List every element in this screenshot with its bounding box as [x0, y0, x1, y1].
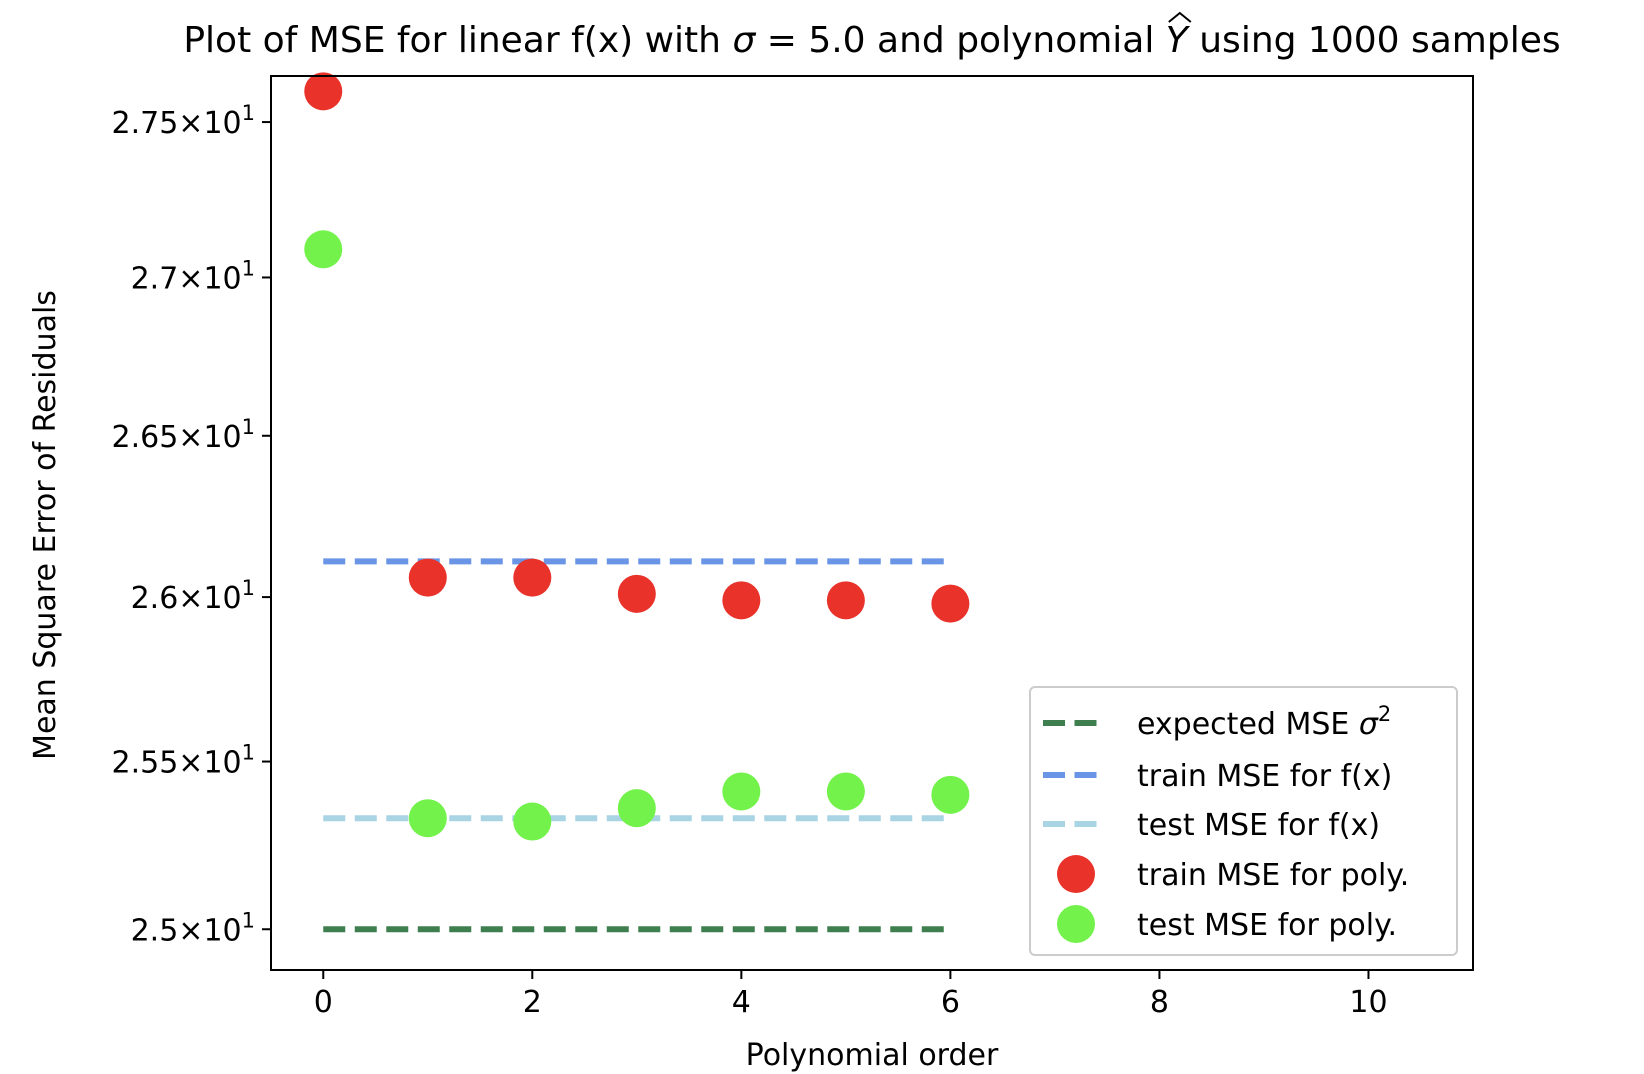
- axes: 0 2 4 6 8 10 2.5×101 2.55×101 2.6×101 2.65×101 2.7…: [112, 101, 1388, 1020]
- data-point: [931, 584, 970, 623]
- x-tick-label: 8: [1150, 985, 1169, 1020]
- y-tick-label: 2.7×101: [131, 256, 255, 296]
- y-hat-symbol: Y: [1166, 20, 1191, 61]
- data-point: [617, 574, 656, 613]
- legend-entry: test MSE for f(x): [1137, 808, 1380, 843]
- x-tick-label: 10: [1349, 985, 1387, 1020]
- y-tick-label: 2.55×101: [112, 741, 256, 781]
- legend-entry: expected MSE σ2: [1137, 702, 1391, 742]
- y-tick-label: 2.5×101: [131, 908, 255, 948]
- legend-entry: test MSE for poly.: [1137, 908, 1397, 943]
- data-point: [408, 558, 447, 597]
- data-point: [826, 581, 865, 620]
- legend: expected MSE σ2 train MSE for f(x) test MS…: [1029, 686, 1458, 956]
- plot-frame: [270, 75, 1474, 971]
- y-tick-label: 2.65×101: [112, 415, 256, 455]
- x-tick-label: 0: [314, 985, 333, 1020]
- data-point: [408, 799, 447, 838]
- x-tick-label: 2: [523, 985, 542, 1020]
- data-point: [304, 230, 343, 269]
- data-point: [722, 581, 761, 620]
- y-axis-label: Mean Square Error of Residuals: [28, 290, 63, 760]
- legend-marker-handle: [1057, 905, 1095, 943]
- data-point: [931, 775, 970, 814]
- data-point: [617, 789, 656, 828]
- hat-accent: [1168, 11, 1192, 23]
- data-point: [304, 72, 343, 111]
- x-axis-label: Polynomial order: [746, 1038, 999, 1073]
- legend-box: [1029, 686, 1458, 956]
- data-point: [513, 558, 552, 597]
- chart-title: Plot of MSE for linear f(x) with σ = 5.0…: [183, 20, 1560, 61]
- legend-entry: train MSE for f(x): [1137, 759, 1392, 794]
- data-point: [722, 772, 761, 811]
- y-tick-label: 2.75×101: [112, 101, 256, 141]
- data-point: [826, 772, 865, 811]
- x-tick-label: 4: [732, 985, 751, 1020]
- legend-entry: train MSE for poly.: [1137, 858, 1409, 893]
- legend-marker-handle: [1057, 855, 1095, 893]
- data-point: [513, 802, 552, 841]
- y-tick-label: 2.6×101: [131, 576, 255, 616]
- x-tick-label: 6: [941, 985, 960, 1020]
- plot-area: [304, 72, 970, 933]
